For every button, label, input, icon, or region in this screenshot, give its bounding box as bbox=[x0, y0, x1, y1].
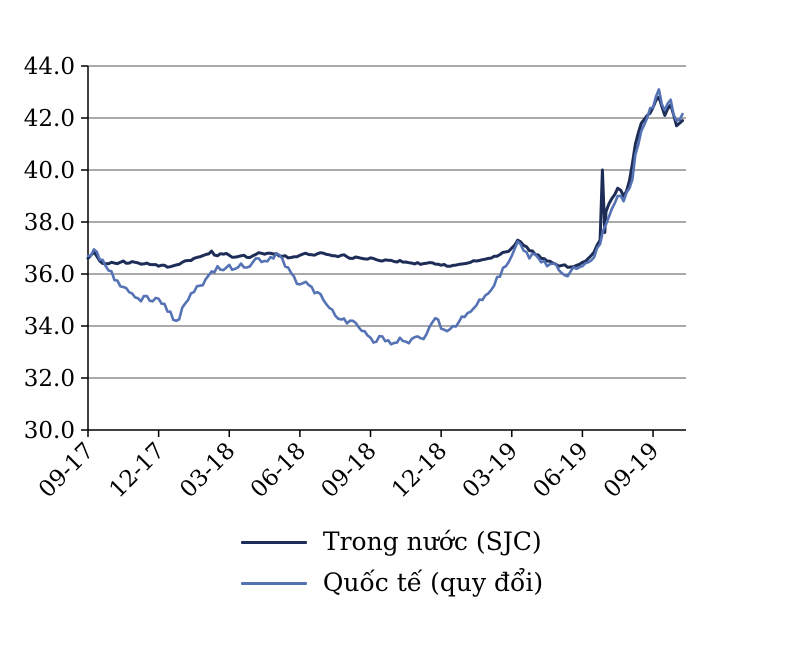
legend-item-international: Quốc tế (quy đổi) bbox=[240, 567, 544, 598]
series-line-1 bbox=[86, 88, 684, 346]
y-tick-label: 36.0 bbox=[24, 262, 75, 288]
x-tick-label: 06-18 bbox=[246, 438, 311, 503]
chart-legend: Trong nước (SJC) Quốc tế (quy đổi) bbox=[240, 527, 544, 598]
series-line-0 bbox=[86, 95, 684, 269]
x-tick-label: 09-17 bbox=[34, 438, 99, 503]
y-tick-label: 34.0 bbox=[24, 314, 75, 340]
x-tick-label: 09-19 bbox=[599, 438, 664, 503]
plot-svg: 30.032.034.036.038.040.042.044.009-17 12-… bbox=[24, 54, 686, 503]
x-tick-label: 12-17 bbox=[105, 438, 170, 503]
y-tick-label: 42.0 bbox=[24, 106, 75, 132]
x-tick-label: 03-18 bbox=[175, 438, 240, 503]
y-tick-label: 40.0 bbox=[24, 158, 75, 184]
x-tick-label: 06-19 bbox=[528, 438, 593, 503]
x-tick-label: 09-18 bbox=[316, 438, 381, 503]
y-tick-label: 30.0 bbox=[24, 418, 75, 444]
x-tick-label: 12-18 bbox=[387, 438, 452, 503]
y-tick-label: 44.0 bbox=[24, 54, 75, 80]
legend-line-domestic-swatch bbox=[240, 540, 307, 544]
legend-label-international: Quốc tế (quy đổi) bbox=[322, 567, 544, 597]
y-tick-label: 32.0 bbox=[24, 366, 75, 392]
legend-item-domestic: Trong nước (SJC) bbox=[240, 527, 542, 557]
y-tick-label: 38.0 bbox=[24, 210, 75, 236]
x-tick-label: 03-19 bbox=[458, 438, 523, 503]
legend-label-domestic: Trong nước (SJC) bbox=[322, 527, 542, 556]
legend-line-international-swatch bbox=[240, 581, 307, 585]
